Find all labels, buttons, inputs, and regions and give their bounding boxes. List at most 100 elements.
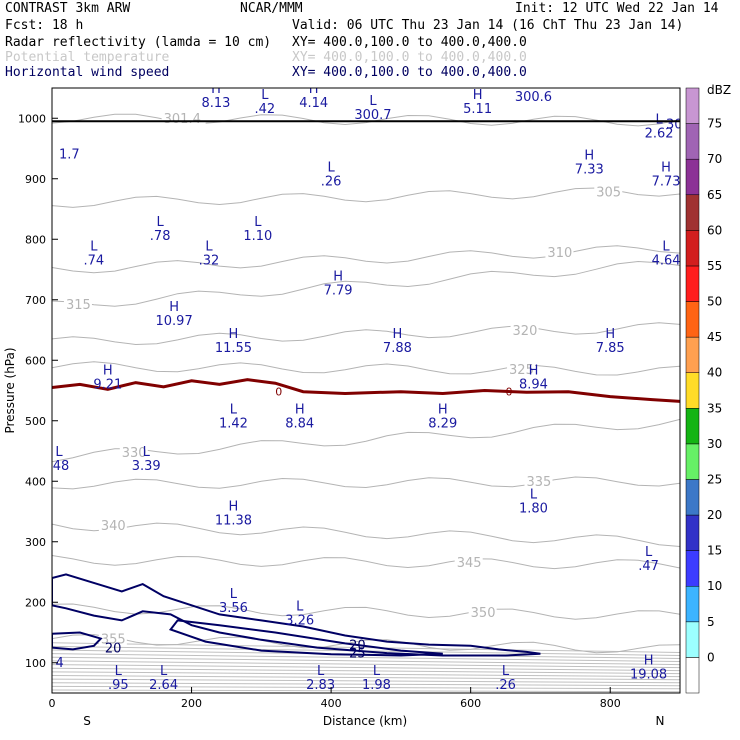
- header-org: NCAR/MMM: [240, 1, 303, 16]
- extremum-value: 2.62: [645, 126, 674, 141]
- extremum: L4.64: [652, 239, 681, 268]
- extremum-value: 2.83: [306, 678, 335, 693]
- colorbar-swatch: [685, 479, 700, 516]
- extremum-type: H: [295, 403, 305, 418]
- extremum: L3.26: [285, 599, 314, 628]
- colorbar-swatch: [685, 408, 700, 445]
- extremum: H11.55: [215, 327, 252, 356]
- theta-upper-line: [52, 689, 680, 693]
- extremum: L3.39: [132, 445, 161, 474]
- colorbar-level-label: 0: [707, 650, 715, 664]
- extremum: L1.42: [219, 403, 248, 432]
- colorbar-swatch: [685, 123, 700, 160]
- x-end-label-south: S: [83, 714, 91, 728]
- extremum: H9.21: [93, 363, 122, 392]
- extremum: H10.97: [156, 300, 193, 329]
- theta-contour: [52, 476, 680, 490]
- wind-contour: [52, 631, 103, 651]
- extremum-value: .74: [84, 253, 105, 268]
- x-tick-label: 600: [460, 697, 481, 710]
- colorbar-swatch: [685, 194, 700, 231]
- y-tick-label: 600: [25, 354, 46, 367]
- colorbar-unit: dBZ: [707, 83, 731, 97]
- theta-contour-label: 350: [471, 606, 496, 621]
- y-tick-label: 300: [25, 536, 46, 549]
- extremum: H11.38: [215, 499, 252, 528]
- theta-upper-line: [52, 678, 680, 684]
- theta-contour-label: 305: [596, 185, 621, 200]
- extremum-type: L: [655, 112, 663, 127]
- extremum: H4.14: [299, 88, 328, 111]
- extremum: L.74: [84, 239, 105, 268]
- extremum-type: L: [373, 664, 381, 679]
- field-reflectivity-label: Radar reflectivity (lamda = 10 cm): [5, 35, 272, 50]
- extremum-type: H: [169, 300, 179, 315]
- colorbar-level-label: 25: [707, 472, 722, 486]
- colorbar-swatch: [685, 621, 700, 658]
- extremum-type: L: [317, 664, 325, 679]
- x-tick-label: 0: [49, 697, 56, 710]
- theta-label-bg: [98, 631, 127, 646]
- extremum: L2.62: [645, 112, 674, 141]
- theta-contour: [52, 245, 680, 274]
- wind-contour-label: 20: [105, 642, 122, 657]
- extremum-value: 300.7: [354, 108, 391, 123]
- colorbar-swatch: [685, 372, 700, 409]
- extremum-value: .48: [49, 459, 70, 474]
- extremum-value: 3.39: [132, 459, 161, 474]
- extremum-type: L: [157, 215, 165, 230]
- theta-upper-line: [52, 667, 680, 675]
- colorbar-level-label: 70: [707, 152, 722, 166]
- extremum: L.48: [49, 445, 70, 474]
- extremum-type: L: [160, 664, 168, 679]
- extremum-value: .26: [495, 678, 516, 693]
- extremum: H8.13: [202, 82, 231, 111]
- extremum: L.26: [321, 161, 342, 190]
- wind-contour-label: 20: [349, 639, 366, 654]
- x-axis-title: Distance (km): [323, 714, 407, 728]
- edge-label: 4: [55, 656, 63, 671]
- extremum: H19.08: [630, 654, 667, 683]
- header-fcst: Fcst: 18 h: [5, 18, 84, 33]
- colorbar-swatch: [685, 585, 700, 623]
- theta-contour-label: 330: [122, 446, 147, 461]
- extremum-value: 4.64: [652, 253, 681, 268]
- extremum-type: L: [55, 445, 63, 460]
- extremum-type: L: [261, 88, 269, 103]
- extremum: L1.10: [243, 215, 272, 244]
- plot-frame: [51, 87, 681, 694]
- extremum-value: .26: [321, 175, 342, 190]
- extremum: H8.84: [285, 403, 314, 432]
- theta-contour-label: 325: [509, 363, 534, 378]
- theta-upper-line: [52, 656, 680, 666]
- header-init: Init: 12 UTC Wed 22 Jan 14: [515, 1, 719, 16]
- freezing-level-label: 0: [506, 386, 513, 399]
- colorbar-level-label: 45: [707, 330, 722, 344]
- x-tick-label: 200: [181, 697, 202, 710]
- theta-contour: [52, 187, 680, 208]
- extremum-value: 4.14: [299, 96, 328, 111]
- extremum-type: L: [143, 445, 151, 460]
- theta-upper-line: [52, 653, 680, 663]
- theta-upper-line: [52, 674, 680, 681]
- y-tick-label: 800: [25, 233, 46, 246]
- x-tick-label: 400: [321, 697, 342, 710]
- y-tick-label: 900: [25, 173, 46, 186]
- extremum-type: H: [211, 82, 221, 97]
- colorbar-level-label: 35: [707, 401, 722, 415]
- extremum-value: 11.38: [215, 513, 252, 528]
- y-tick-label: 500: [25, 415, 46, 428]
- extremum: H7.33: [575, 149, 604, 178]
- extremum-value: 1.10: [243, 229, 272, 244]
- theta-label-bg: [545, 244, 574, 259]
- extremum-value: .42: [254, 102, 275, 117]
- edge-label: 1.7: [59, 148, 80, 163]
- extremum-type: H: [584, 149, 594, 164]
- extremum: L.32: [199, 239, 220, 268]
- extremum: H8.94: [519, 363, 548, 392]
- extremum: H7.79: [324, 270, 353, 299]
- extremum-value: 8.94: [519, 377, 548, 392]
- extremum-type: H: [103, 363, 113, 378]
- theta-label-bg: [510, 323, 539, 338]
- colorbar-swatch: [685, 265, 700, 302]
